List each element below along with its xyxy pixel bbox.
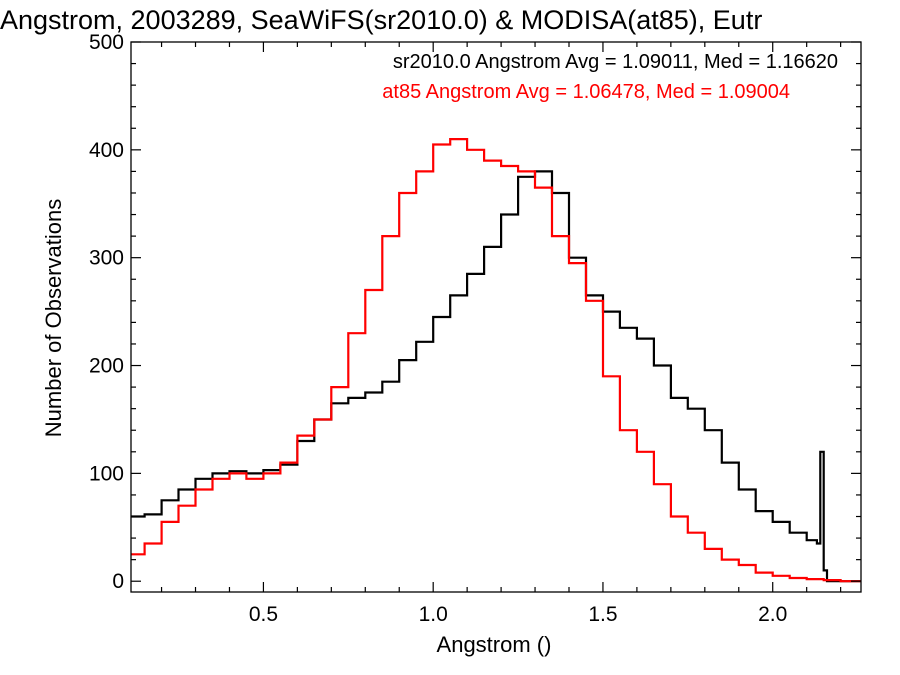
x-tick-label: 1.5 (588, 603, 617, 626)
plot-border (130, 41, 862, 593)
y-tick-label: 100 (89, 462, 124, 485)
y-tick-label: 200 (89, 355, 124, 378)
x-tick-label: 2.0 (758, 603, 787, 626)
x-tick-label: 0.5 (249, 603, 278, 626)
legend-entry-at85: at85 Angstrom Avg = 1.06478, Med = 1.090… (382, 81, 790, 103)
plot-lines (131, 138, 861, 583)
x-axis-label: Angstrom () (437, 632, 552, 657)
y-tick-label: 0 (112, 570, 124, 593)
series-at85 (131, 138, 861, 583)
legend-entry-sr2010: sr2010.0 Angstrom Avg = 1.09011, Med = 1… (393, 51, 838, 73)
plot-frame: 0.5 1.0 1.5 2.0 0 100 200 300 400 500 (89, 31, 862, 626)
y-tick-label: 300 (89, 247, 124, 270)
x-tick-label: 1.0 (419, 603, 448, 626)
series-sr2010-0 (131, 170, 861, 583)
y-axis-label: Number of Observations (41, 199, 66, 437)
y-tick-label: 500 (89, 31, 124, 54)
chart-title: Angstrom, 2003289, SeaWiFS(sr2010.0) & M… (0, 5, 762, 35)
y-tick-label: 400 (89, 139, 124, 162)
